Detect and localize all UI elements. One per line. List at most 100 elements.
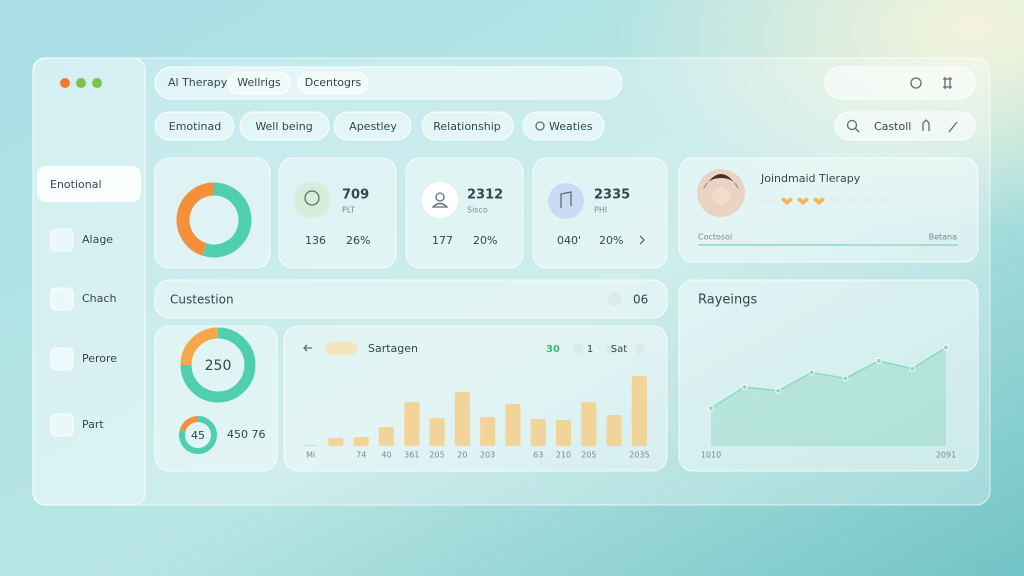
stat-icon [294, 182, 330, 218]
search-box[interactable] [834, 111, 976, 141]
bar [404, 402, 420, 446]
stat-right: 20% [473, 234, 497, 247]
stat-value: 709 [342, 188, 369, 203]
chip[interactable] [421, 111, 514, 141]
stat-value: 2335 [594, 188, 630, 203]
x-tick-label: Mi [306, 451, 315, 460]
legend-dot [635, 344, 645, 354]
sidebar-label[interactable]: Enotional [50, 178, 102, 191]
bar-pill [325, 342, 357, 355]
sidebar-label[interactable]: Part [82, 418, 104, 431]
x-tick-label: 63 [533, 451, 543, 460]
point [909, 365, 916, 372]
search-text[interactable]: Castoll [874, 120, 911, 133]
window-dot[interactable] [92, 78, 102, 88]
chip-label[interactable]: Apestley [349, 120, 397, 133]
point [943, 344, 949, 351]
bar [303, 445, 319, 446]
stat-sub: PHI [594, 206, 607, 215]
nav-tab[interactable]: Al Therapy [168, 76, 228, 89]
point [808, 369, 815, 376]
x-tick-label: 205 [581, 451, 596, 460]
next-arrow[interactable] [639, 235, 645, 245]
chip-label[interactable]: Weaties [549, 120, 593, 133]
window-dot[interactable] [76, 78, 86, 88]
bar [555, 420, 572, 446]
window-dot[interactable] [60, 78, 70, 88]
sidebar-label[interactable]: Chach [82, 292, 116, 305]
chip-icon [535, 121, 545, 131]
x-tick-label: 2035 [629, 451, 649, 460]
sidebar-icon[interactable] [50, 347, 74, 371]
x-tick-label: 203 [480, 451, 495, 460]
sidebar-item-active[interactable] [37, 166, 141, 202]
chip-label[interactable]: Relationship [433, 120, 501, 133]
icon-button[interactable] [948, 121, 958, 133]
x-tick-label: 40 [381, 451, 391, 460]
point [741, 384, 748, 391]
legend-label: 30 [546, 344, 560, 355]
back-arrow[interactable] [303, 344, 312, 352]
icon-button[interactable] [943, 77, 952, 89]
chip-label[interactable]: Emotinad [169, 120, 221, 133]
sidebar-label[interactable]: Alage [82, 233, 113, 246]
stat-icon-glyph [431, 202, 449, 208]
donut-center-label: 45 [191, 429, 205, 442]
stat-left: 136 [305, 234, 326, 247]
question-icon [608, 292, 622, 306]
stat-value: 2312 [467, 188, 503, 203]
stat-icon-glyph [435, 192, 445, 202]
sidebar-icon[interactable] [50, 287, 74, 311]
stat-left: 040' [557, 234, 581, 247]
chip[interactable] [333, 111, 412, 141]
chart-title: Rayeings [698, 293, 758, 308]
donut-note: 450 76 [227, 428, 266, 441]
point [775, 387, 782, 394]
nav-tab[interactable]: Dcentogrs [305, 76, 362, 89]
point [708, 405, 714, 412]
bar [378, 427, 395, 446]
sidebar-icon[interactable] [50, 413, 74, 437]
donut-segment [180, 327, 219, 366]
donut-segment [180, 327, 256, 403]
bar [480, 417, 496, 446]
nav-tab[interactable]: Wellrigs [237, 76, 281, 89]
search-icon [854, 127, 860, 133]
point [875, 357, 882, 364]
x-tick-label: 205 [429, 451, 444, 460]
chip[interactable] [239, 111, 330, 141]
stat-card [278, 157, 397, 269]
point [842, 375, 849, 382]
nav-tab-bg [227, 71, 291, 95]
avatar-face [712, 187, 730, 205]
x-tick-label: 2091 [936, 451, 956, 460]
icon-button[interactable] [922, 119, 930, 131]
chip-label[interactable]: Well being [255, 120, 312, 133]
bar [505, 404, 521, 446]
chip[interactable] [522, 111, 605, 141]
stat-icon-glyph [560, 191, 572, 208]
chip[interactable] [154, 111, 235, 141]
x-tick-label: 20 [457, 451, 467, 460]
sidebar-label[interactable]: Perore [82, 352, 117, 365]
x-tick-label: 361 [404, 451, 419, 460]
bar [353, 437, 369, 446]
bar [530, 419, 546, 446]
stat-card [405, 157, 524, 269]
x-tick-label: 1010 [701, 451, 721, 460]
donut-segment [179, 416, 217, 454]
sidebar-icon[interactable] [50, 228, 74, 252]
bar [581, 402, 597, 446]
question-count: 06 [633, 293, 648, 307]
bar [454, 392, 470, 446]
chart-title: Sartagen [368, 342, 418, 355]
profile-name: Joindmaid Tlerapy [760, 172, 861, 185]
bar [429, 418, 445, 446]
icon-button[interactable] [910, 77, 922, 89]
profile-left: Coctosol [698, 233, 732, 242]
stat-icon [548, 183, 584, 219]
bar [631, 376, 647, 446]
